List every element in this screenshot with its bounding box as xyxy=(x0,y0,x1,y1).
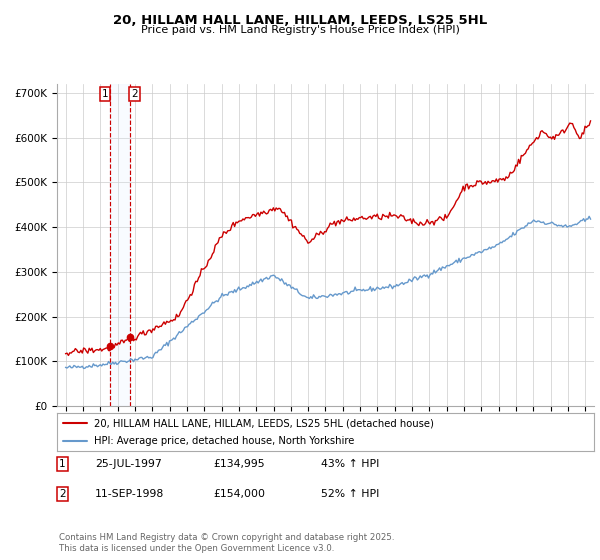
Text: 1: 1 xyxy=(59,459,65,469)
Text: HPI: Average price, detached house, North Yorkshire: HPI: Average price, detached house, Nort… xyxy=(94,436,354,446)
Text: 11-SEP-1998: 11-SEP-1998 xyxy=(95,489,164,499)
Text: 20, HILLAM HALL LANE, HILLAM, LEEDS, LS25 5HL: 20, HILLAM HALL LANE, HILLAM, LEEDS, LS2… xyxy=(113,14,487,27)
Text: 25-JUL-1997: 25-JUL-1997 xyxy=(95,459,161,469)
Text: £134,995: £134,995 xyxy=(213,459,265,469)
Bar xyxy=(110,84,130,406)
Text: 2: 2 xyxy=(131,89,138,99)
Text: Price paid vs. HM Land Registry's House Price Index (HPI): Price paid vs. HM Land Registry's House … xyxy=(140,25,460,35)
Text: 1: 1 xyxy=(102,89,109,99)
Text: 2: 2 xyxy=(59,489,65,499)
Text: 43% ↑ HPI: 43% ↑ HPI xyxy=(321,459,379,469)
Text: £154,000: £154,000 xyxy=(213,489,265,499)
Text: 52% ↑ HPI: 52% ↑ HPI xyxy=(321,489,379,499)
Text: 20, HILLAM HALL LANE, HILLAM, LEEDS, LS25 5HL (detached house): 20, HILLAM HALL LANE, HILLAM, LEEDS, LS2… xyxy=(94,418,433,428)
Text: Contains HM Land Registry data © Crown copyright and database right 2025.
This d: Contains HM Land Registry data © Crown c… xyxy=(59,533,394,553)
